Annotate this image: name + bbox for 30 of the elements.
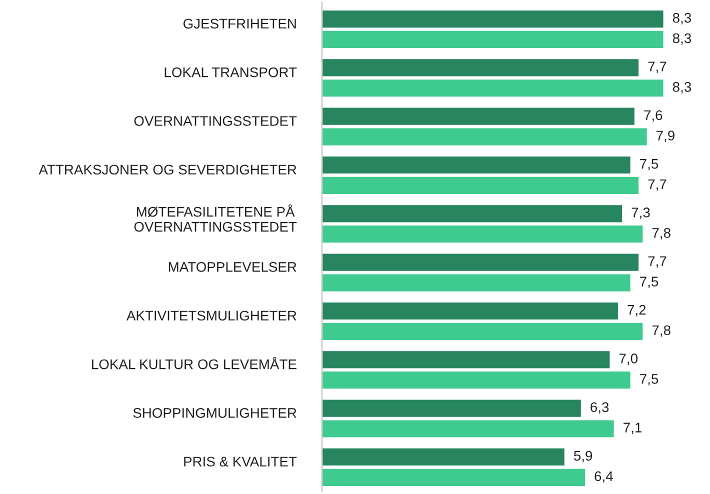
data-label: 7,5	[640, 159, 658, 170]
data-label: 7,9	[656, 130, 674, 142]
data-label: 7,3	[632, 208, 650, 220]
y-tick-label: PRIS & KVALITET	[184, 456, 297, 467]
data-label: 5,9	[574, 450, 592, 462]
y-tick-label: LOKAL KULTUR OG LEVEMÅTE	[92, 356, 296, 370]
y-tick-label: MØTEFASILITETENE PÅ OVERNATTINGSSTEDET	[134, 204, 297, 232]
data-label: 7,2	[628, 304, 646, 316]
y-tick-label: AKTIVITETSMULIGHETER	[126, 310, 296, 321]
y-tick-label: MATOPPLEVELSER	[168, 262, 296, 272]
data-label: 6,4	[594, 471, 613, 483]
data-label: 7,7	[648, 256, 666, 268]
y-tick-label: GJESTFRIHETEN	[183, 18, 296, 29]
y-tick-label: SHOPPINGMULIGHETER	[133, 408, 296, 418]
data-label: 7,0	[619, 354, 638, 366]
data-label: 7,6	[644, 110, 662, 122]
data-label: 6,3	[590, 402, 609, 414]
data-label: 8,3	[672, 82, 692, 94]
data-label: 7,8	[652, 325, 670, 337]
y-tick-label: ATTRAKSJONER OG SEVERDIGHETER	[38, 164, 296, 175]
data-label: 8,3	[672, 12, 692, 24]
data-label: 7,7	[648, 179, 666, 191]
y-tick-label: OVERNATTINGSSTEDET	[134, 116, 297, 126]
data-label: 7,5	[640, 276, 658, 288]
data-label: 8,3	[672, 33, 692, 45]
data-label: 7,5	[640, 374, 658, 386]
y-tick-label: LOKAL TRANSPORT	[164, 67, 297, 78]
data-label: 7,8	[652, 228, 670, 240]
data-label: 7,7	[648, 62, 666, 74]
data-label: 7,1	[624, 422, 642, 434]
